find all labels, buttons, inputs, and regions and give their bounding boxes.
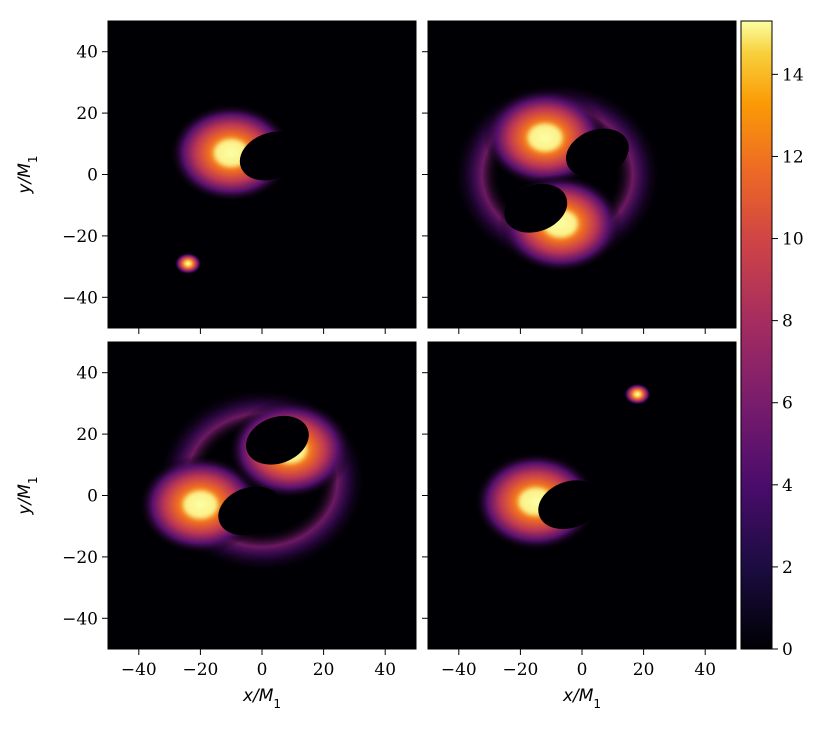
x-tick-label: 20 bbox=[633, 660, 655, 680]
emission-peak bbox=[527, 123, 563, 152]
panels-group: 40 20 0 −20 −40 y/M1 −40 −20 0 20 40 40 20 0 −20 −40 x/M… bbox=[15, 20, 737, 711]
x-tick-label: −40 bbox=[441, 660, 477, 680]
y-tick-label: −40 bbox=[62, 288, 98, 308]
x-tick-label: −40 bbox=[121, 660, 157, 680]
y-tick-label: −40 bbox=[62, 609, 98, 629]
colorbar: 0 2 4 6 8 10 12 14 bbox=[740, 20, 804, 660]
y-tick-label: −20 bbox=[62, 548, 98, 568]
emission-peak bbox=[633, 391, 642, 398]
emission-peak bbox=[184, 260, 192, 267]
emission-peak bbox=[183, 490, 218, 519]
panel-top-right bbox=[422, 20, 737, 334]
y-tick-label: 20 bbox=[76, 104, 98, 124]
black-hole-shadow bbox=[218, 486, 282, 536]
colorbar-tick-label: 8 bbox=[782, 312, 793, 332]
black-hole-shadow bbox=[239, 131, 303, 181]
x-axis-label: x/M1 bbox=[242, 686, 281, 711]
panel-bottom-left: −40 −20 0 20 40 40 20 0 −20 −40 x/M1 y/M1 bbox=[15, 341, 417, 711]
colorbar-tick-label: 0 bbox=[782, 640, 793, 660]
colorbar-tick-label: 4 bbox=[782, 476, 793, 496]
heatmap-image bbox=[452, 82, 663, 273]
colorbar-tick-label: 2 bbox=[782, 558, 793, 578]
colorbar-tick-label: 10 bbox=[782, 230, 804, 250]
panel-top-left: 40 20 0 −20 −40 y/M1 bbox=[15, 20, 417, 334]
y-axis-label: y/M1 bbox=[15, 476, 40, 515]
y-tick-label: 20 bbox=[76, 425, 98, 445]
x-tick-label: 0 bbox=[257, 660, 268, 680]
y-tick-label: −20 bbox=[62, 227, 98, 247]
y-axis-label: y/M1 bbox=[15, 155, 40, 194]
colorbar-tick-label: 14 bbox=[782, 65, 804, 85]
x-tick-label: 40 bbox=[694, 660, 716, 680]
black-hole-shadow bbox=[566, 128, 629, 178]
heatmap-image bbox=[474, 383, 651, 551]
emission-peak bbox=[213, 139, 249, 167]
heatmap-image bbox=[169, 103, 303, 275]
panel-bottom-right: −40 −20 0 20 40 x/M1 bbox=[422, 341, 737, 711]
black-hole-shadow bbox=[246, 415, 309, 465]
y-tick-label: 40 bbox=[76, 43, 98, 63]
x-tick-label: −20 bbox=[502, 660, 538, 680]
colorbar-bar bbox=[740, 20, 773, 650]
x-tick-label: −20 bbox=[182, 660, 218, 680]
colorbar-tick-label: 12 bbox=[782, 147, 804, 167]
y-tick-label: 0 bbox=[87, 166, 98, 186]
x-axis-label: x/M1 bbox=[562, 686, 601, 711]
x-tick-label: 40 bbox=[374, 660, 396, 680]
y-tick-label: 40 bbox=[76, 364, 98, 384]
x-tick-label: 20 bbox=[313, 660, 335, 680]
colorbar-tick-label: 6 bbox=[782, 394, 793, 414]
black-hole-shadow bbox=[504, 183, 568, 233]
x-tick-label: 0 bbox=[577, 660, 588, 680]
y-tick-label: 0 bbox=[87, 487, 98, 507]
heatmap-image bbox=[138, 387, 367, 573]
black-hole-shadow bbox=[538, 480, 602, 530]
